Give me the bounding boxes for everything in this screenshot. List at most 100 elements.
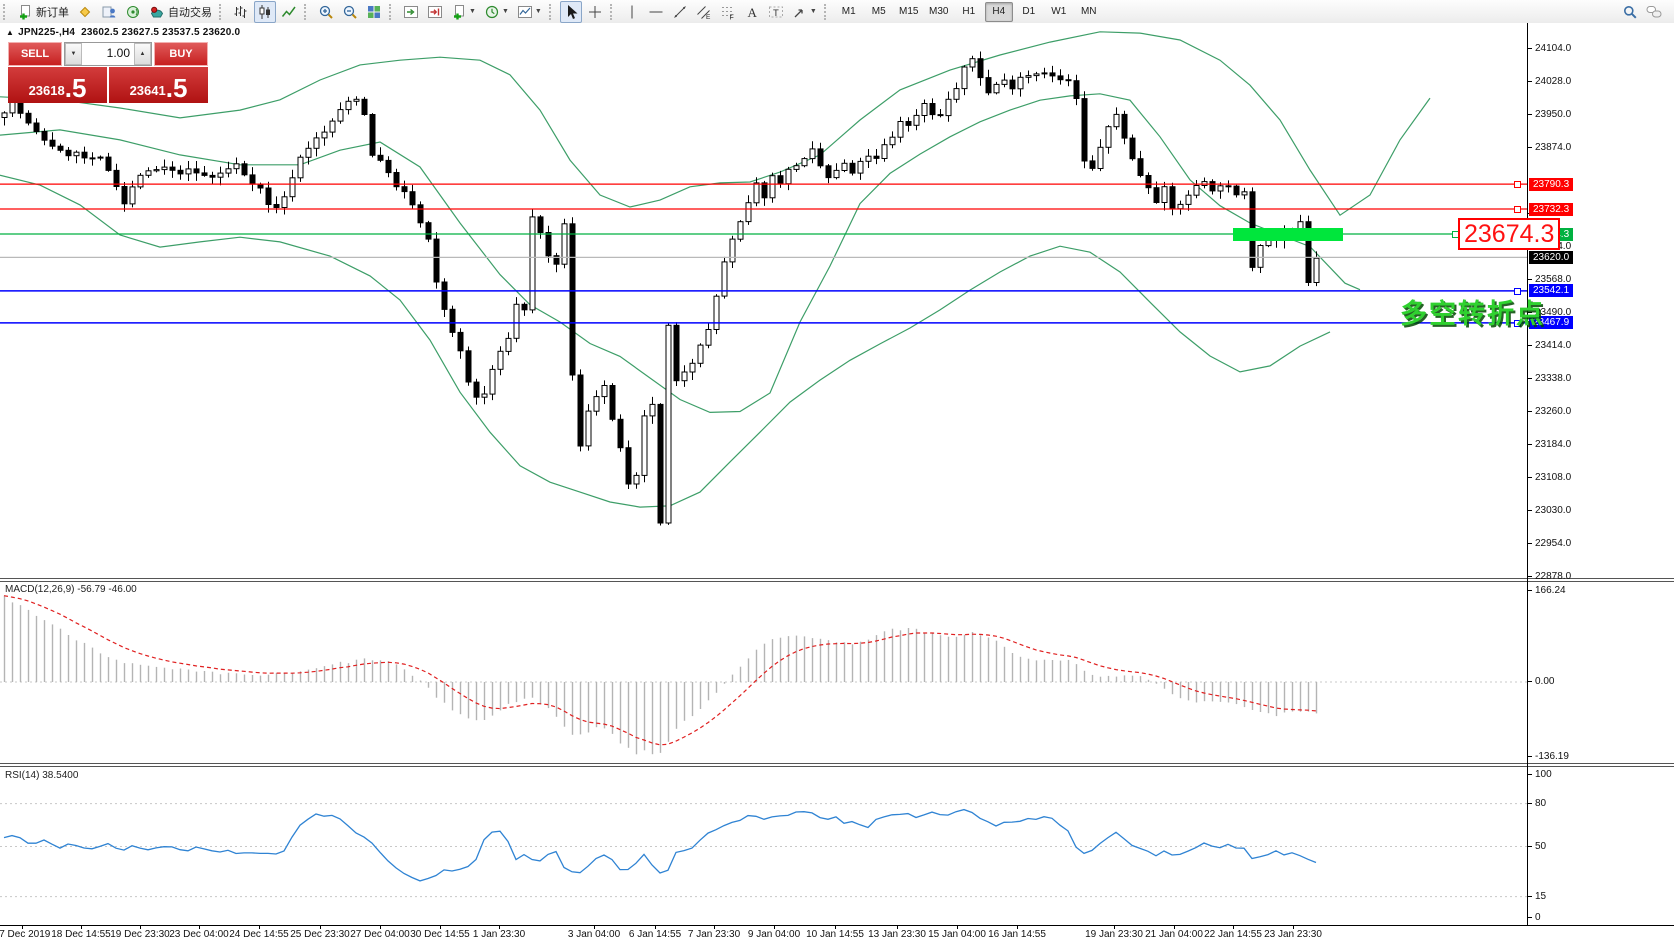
line-chart-mode-button[interactable] <box>278 1 300 23</box>
time-tick <box>1114 925 1115 929</box>
time-tick-label: 15 Jan 04:00 <box>928 929 986 940</box>
chart-line-icon <box>281 6 296 17</box>
templates-menu-button[interactable]: ▼ <box>514 1 545 23</box>
toolbar-drag-handle[interactable] <box>548 3 555 20</box>
macd-panel[interactable] <box>0 581 1527 763</box>
toolbar-drag-handle[interactable] <box>609 3 616 20</box>
line-handle[interactable] <box>1514 287 1521 295</box>
support-zone-highlight[interactable] <box>1233 227 1343 241</box>
auto-trading-button[interactable]: 自动交易 <box>146 1 215 23</box>
rsi-panel[interactable] <box>0 767 1527 925</box>
auto-scroll-button[interactable] <box>400 1 422 23</box>
zoom-in-button[interactable] <box>315 1 337 23</box>
time-tick-label: 21 Jan 04:00 <box>1145 929 1203 940</box>
time-tick <box>655 925 656 929</box>
text-tool-button[interactable]: A <box>741 1 763 23</box>
market-watch-icon <box>79 6 91 17</box>
shift-icon <box>428 5 442 18</box>
chart-shift-button[interactable] <box>424 1 446 23</box>
doc-plus-icon <box>454 4 464 19</box>
timeframe-mn[interactable]: MN <box>1080 5 1097 17</box>
chevron-down-icon: ▼ <box>469 8 476 15</box>
toolbar-drag-handle[interactable] <box>389 3 395 20</box>
collapse-icon[interactable]: ▲ <box>6 28 15 37</box>
time-tick-label: 10 Jan 14:55 <box>806 929 864 940</box>
toolbar-drag-handle[interactable] <box>219 3 225 20</box>
price-axis[interactable]: 24104.024028.023950.023874.023720.023644… <box>1527 23 1674 925</box>
arrows-menu-button[interactable]: ▼ <box>789 1 820 23</box>
buy-price[interactable]: 23641.5 <box>109 67 208 103</box>
panel-separator[interactable] <box>0 578 1674 582</box>
toolbar-drag-handle[interactable] <box>3 3 9 20</box>
annotation-text[interactable]: 多空转折点 <box>1400 299 1545 329</box>
channel-tool-button[interactable]: E <box>693 1 715 23</box>
timeframe-h1[interactable]: H1 <box>962 5 976 17</box>
buy-price-int: 23641 <box>129 83 166 98</box>
time-tick-label: 9 Jan 04:00 <box>747 929 801 940</box>
time-tick-label: 6 Jan 14:55 <box>628 929 682 940</box>
timeframe-h4[interactable]: H4 <box>984 1 1013 22</box>
panel-separator[interactable] <box>0 763 1674 767</box>
one-click-trading-panel: SELL ▼ 1.00 ▲ BUY 23618.5 23641.5 <box>8 42 208 103</box>
chart-window: 24104.024028.023950.023874.023720.023644… <box>0 23 1674 945</box>
timeframe-m1[interactable]: M1 <box>841 5 856 17</box>
time-tick <box>22 925 23 929</box>
zoom-out-icon <box>343 5 357 19</box>
sell-price[interactable]: 23618.5 <box>8 67 107 103</box>
data-window-button[interactable] <box>98 1 120 23</box>
volume-value[interactable]: 1.00 <box>106 46 130 60</box>
sell-button[interactable]: SELL <box>8 42 62 66</box>
trendline-tool-button[interactable] <box>669 1 691 23</box>
horizontal-line-tool-button[interactable] <box>645 1 667 23</box>
time-tick <box>1233 925 1234 929</box>
time-tick <box>1293 925 1294 929</box>
timeframe-m15[interactable]: M15 <box>899 5 919 17</box>
price-callout[interactable]: 23674.3 <box>1458 218 1561 251</box>
channel-icon: E <box>696 5 711 20</box>
buy-button[interactable]: BUY <box>154 42 208 66</box>
candlestick-mode-button[interactable] <box>254 0 276 23</box>
chart-bars-icon <box>234 5 247 18</box>
main-price-chart[interactable] <box>0 23 1527 578</box>
vertical-line-tool-button[interactable] <box>621 1 643 23</box>
volume-decrease-button[interactable]: ▼ <box>65 43 82 65</box>
market-watch-button[interactable] <box>74 1 96 23</box>
new-chart-menu-button[interactable]: ▼ <box>448 1 479 23</box>
toolbar-drag-handle[interactable] <box>823 3 830 20</box>
arrows-icon <box>794 8 803 17</box>
timeframe-d1[interactable]: D1 <box>1022 5 1036 17</box>
navigator-button[interactable] <box>122 1 144 23</box>
volume-increase-button[interactable]: ▲ <box>134 43 151 65</box>
time-tick-label: 1 Jan 23:30 <box>472 929 526 940</box>
sell-price-frac: .5 <box>64 73 87 103</box>
timeframe-m30[interactable]: M30 <box>929 5 949 17</box>
fibonacci-tool-button[interactable]: F <box>717 1 739 23</box>
line-handle[interactable] <box>1514 181 1521 189</box>
community-chat-button[interactable] <box>1643 1 1665 23</box>
line-handle[interactable] <box>1514 206 1521 214</box>
cursor-tool-button[interactable] <box>559 0 582 23</box>
time-tick <box>259 925 260 929</box>
macd-label: MACD(12,26,9) -56.79 -46.00 <box>5 584 137 595</box>
timeframe-w1[interactable]: W1 <box>1051 5 1067 17</box>
tile-windows-button[interactable] <box>363 1 385 23</box>
toolbar-drag-handle[interactable] <box>304 3 310 20</box>
line-handle[interactable] <box>1514 319 1521 327</box>
new-order-button[interactable]: 新订单 <box>14 1 72 23</box>
label-tool-button[interactable]: T <box>765 1 787 23</box>
time-tick-label: 7 Jan 23:30 <box>687 929 741 940</box>
timeframe-m5[interactable]: M5 <box>871 5 886 17</box>
periods-menu-button[interactable]: ▼ <box>481 1 512 23</box>
search-button[interactable] <box>1619 1 1641 23</box>
crosshair-tool-button[interactable] <box>584 1 606 23</box>
svg-text:E: E <box>706 14 711 20</box>
time-axis-line <box>0 925 1674 926</box>
auto-trading-label: 自动交易 <box>168 6 212 19</box>
chat-icon <box>1646 5 1662 17</box>
bar-chart-mode-button[interactable] <box>230 1 252 23</box>
zoom-out-button[interactable] <box>339 1 361 23</box>
time-tick <box>380 925 381 929</box>
rsi-label: RSI(14) 38.5400 <box>5 770 79 781</box>
